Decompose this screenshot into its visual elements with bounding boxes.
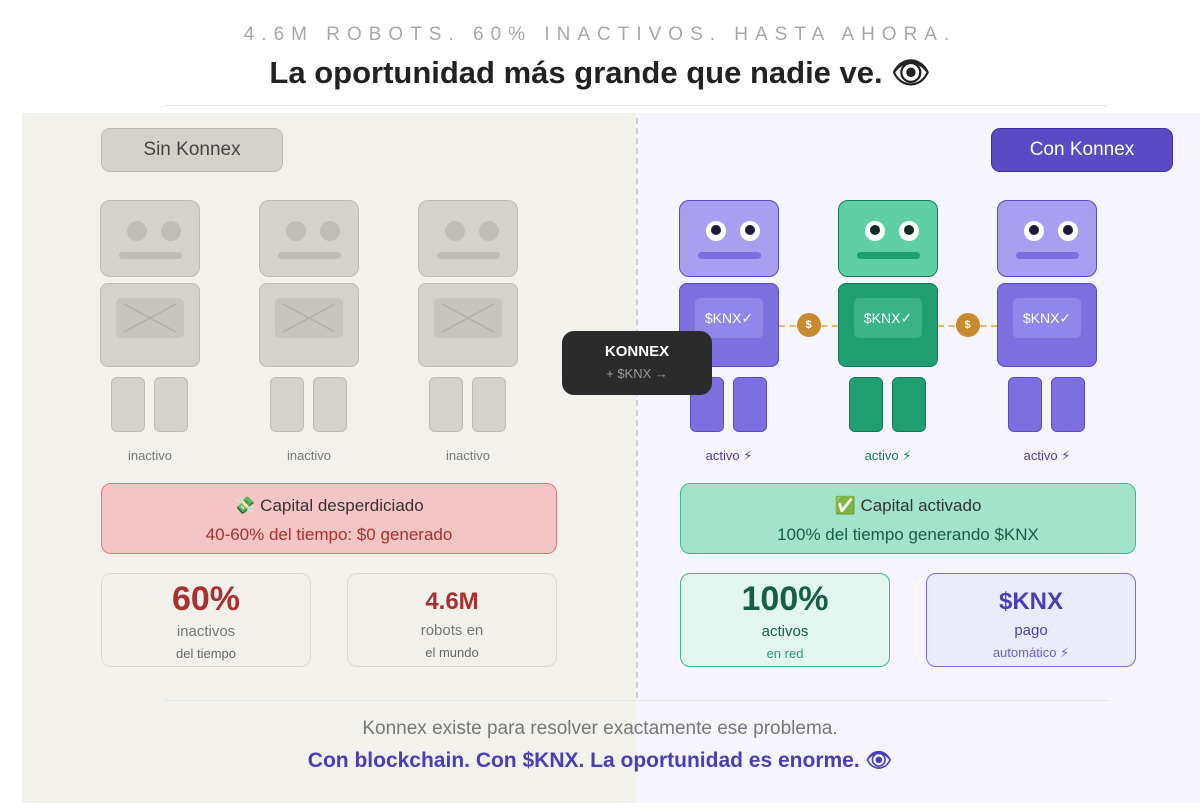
divider (636, 118, 638, 698)
robot-body (418, 283, 518, 367)
rule (165, 105, 1108, 106)
robot-leg (154, 377, 188, 432)
bridge-sub: + $KNX → (606, 366, 668, 381)
robot-mouth (857, 252, 920, 259)
robot-eye (740, 221, 760, 241)
robot-status: activo ⚡ (864, 448, 912, 463)
stat-card: 100% activos en red (680, 573, 890, 667)
robot-leg (313, 377, 347, 432)
robot-leg (429, 377, 463, 432)
robot-eye (286, 221, 306, 241)
robot-body: $KNX✓ (838, 283, 938, 367)
banner-text: 40-60% del tiempo: $0 generado (205, 525, 453, 544)
banner-title: 💸 Capital desperdiciado (234, 496, 424, 515)
stat-label: pago (1014, 622, 1048, 639)
robot-mouth (1016, 252, 1079, 259)
bridge-title: KONNEX (604, 343, 670, 360)
banner-text: 100% del tiempo generando $KNX (777, 525, 1039, 544)
left-banner: 💸 Capital desperdiciado 40-60% del tiemp… (101, 483, 557, 554)
robot-eye (445, 221, 465, 241)
robot-eye (706, 221, 726, 241)
robot-mouth (698, 252, 761, 259)
robot-pupil (904, 225, 914, 235)
robot-chest (275, 298, 343, 338)
robot-eye (1058, 221, 1078, 241)
robot-status: inactivo (445, 448, 491, 463)
title: La oportunidad más grande que nadie ve. … (269, 55, 931, 90)
robot-pupil (1029, 225, 1039, 235)
robot-eye (127, 221, 147, 241)
robot-eye (479, 221, 499, 241)
robot-head (838, 200, 938, 277)
chest-x (282, 303, 336, 333)
robot-eye (1024, 221, 1044, 241)
stat-value: 100% (741, 580, 829, 618)
robot-leg (733, 377, 767, 432)
robot-leg (849, 377, 883, 432)
robot-body (259, 283, 359, 367)
robot-chest: $KNX✓ (1013, 298, 1081, 338)
stat-card: 4.6M robots en el mundo (347, 573, 557, 667)
robot-chest: $KNX✓ (695, 298, 763, 338)
robot-leg (472, 377, 506, 432)
stat-label: inactivos (176, 623, 236, 640)
stat-sub: el mundo (425, 645, 479, 660)
chest-x (441, 303, 495, 333)
footer-cta: Con blockchain. Con $KNX. La oportunidad… (307, 749, 893, 772)
robot-pupil (1063, 225, 1073, 235)
rule (165, 700, 1108, 701)
kicker: 4.6M ROBOTS. 60% INACTIVOS. HASTA AHORA. (243, 24, 957, 45)
robot-status: inactivo (286, 448, 332, 463)
right-tag: Con Konnex (991, 128, 1173, 172)
robot-leg (270, 377, 304, 432)
footer-line: Konnex existe para resolver exactamente … (362, 718, 838, 739)
robot-head (997, 200, 1097, 277)
right-banner: ✅ Capital activado 100% del tiempo gener… (680, 483, 1136, 554)
robot-eye (320, 221, 340, 241)
stat-label: robots en (420, 622, 484, 639)
robot-chest (434, 298, 502, 338)
stat-value: 60% (171, 580, 241, 618)
robot-pupil (870, 225, 880, 235)
stat-sub: en red (766, 646, 804, 661)
robot-pupil (745, 225, 755, 235)
robot-status: inactivo (127, 448, 173, 463)
robot-status: activo ⚡ (1023, 448, 1071, 463)
left-tag: Sin Konnex (101, 128, 283, 172)
robot-head (259, 200, 359, 277)
robot-head (100, 200, 200, 277)
robot-leg (892, 377, 926, 432)
robot-head (679, 200, 779, 277)
robot-mouth (119, 252, 182, 259)
robot-head (418, 200, 518, 277)
stat-card: $KNX pago automático ⚡ (926, 573, 1136, 667)
bridge: KONNEX + $KNX → (562, 331, 712, 395)
robot-chest (116, 298, 184, 338)
stat-value: $KNX (998, 588, 1064, 615)
banner-title: ✅ Capital activado (834, 496, 982, 515)
robot-mouth (437, 252, 500, 259)
robot-leg (111, 377, 145, 432)
stat-sub: automático ⚡ (992, 645, 1070, 660)
stat-value: 4.6M (425, 588, 479, 615)
stat-sub: del tiempo (176, 646, 236, 661)
robot-pupil (711, 225, 721, 235)
robot-body: $KNX✓ (997, 283, 1097, 367)
robot-eye (161, 221, 181, 241)
coin: $ (955, 313, 980, 337)
robot-leg (1008, 377, 1042, 432)
stat-label: activos (761, 623, 809, 640)
coin: $ (796, 313, 821, 337)
robot-mouth (278, 252, 341, 259)
stat-card: 60% inactivos del tiempo (101, 573, 311, 667)
robot-body (100, 283, 200, 367)
robot-eye (865, 221, 885, 241)
robot-leg (1051, 377, 1085, 432)
robot-status: activo ⚡ (705, 448, 753, 463)
robot-chest: $KNX✓ (854, 298, 922, 338)
robot-eye (899, 221, 919, 241)
chest-x (123, 303, 177, 333)
